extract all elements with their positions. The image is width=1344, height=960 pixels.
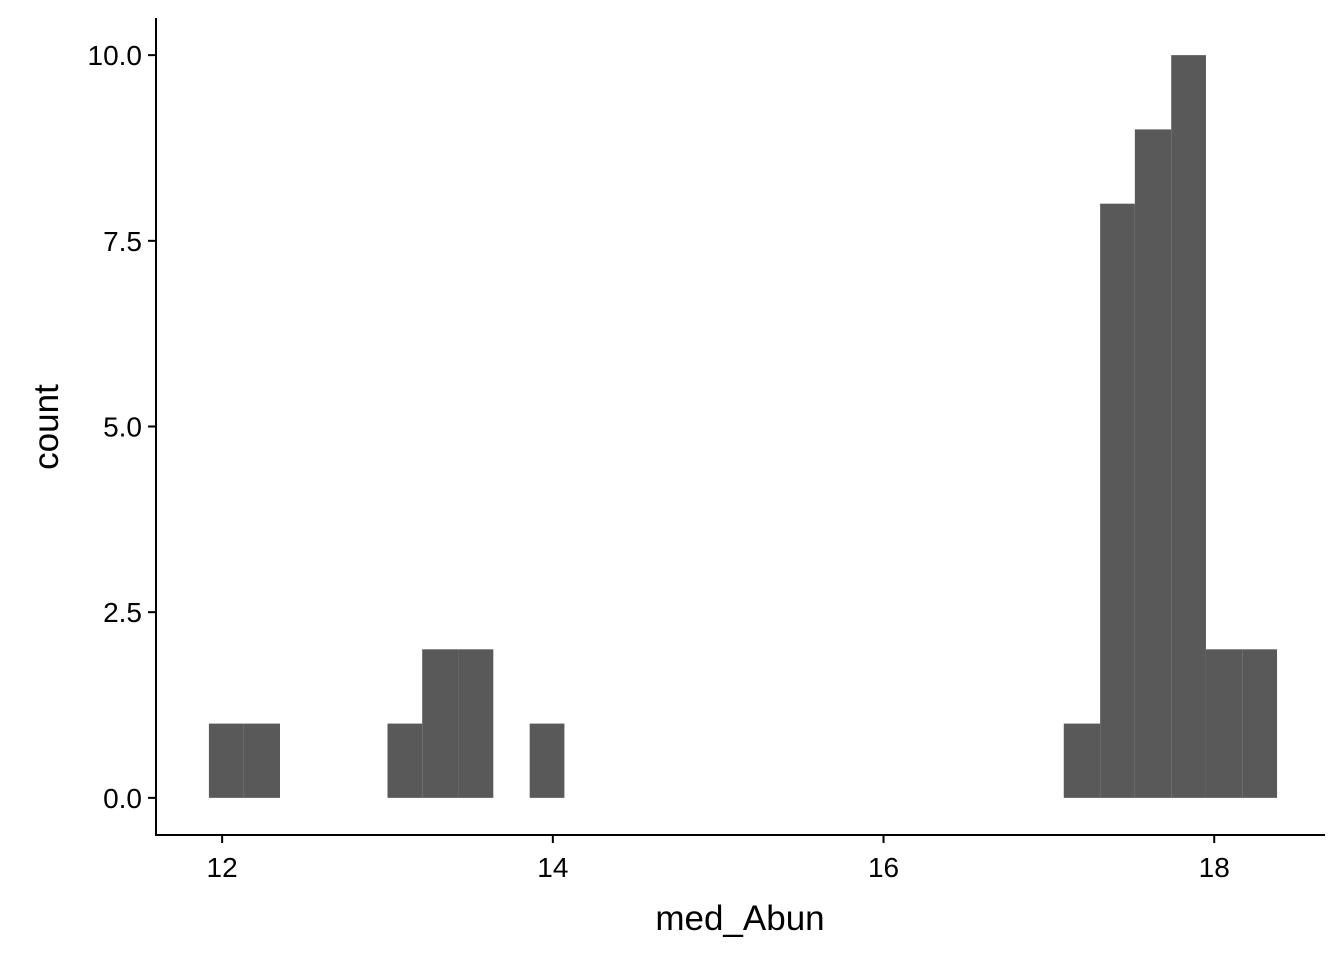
x-tick-label: 12 (207, 852, 238, 883)
x-axis-ticks: 12 14 16 18 (207, 835, 1230, 883)
histogram-bars (208, 55, 1278, 798)
x-axis-title: med_Abun (655, 899, 824, 938)
y-tick-label: 7.5 (103, 226, 142, 257)
y-axis-title: count (27, 384, 66, 470)
y-tick-label: 10.0 (88, 40, 143, 71)
y-tick-label: 0.0 (103, 783, 142, 814)
histogram-bar (1242, 649, 1278, 798)
histogram-bar (243, 723, 281, 798)
histogram-bar (387, 723, 423, 798)
x-tick-label: 18 (1199, 852, 1230, 883)
x-tick-label: 16 (868, 852, 899, 883)
y-tick-label: 5.0 (103, 412, 142, 443)
histogram-bar (1063, 723, 1101, 798)
histogram-bar (1134, 129, 1172, 798)
histogram-bar (529, 723, 565, 798)
histogram-bar (1205, 649, 1243, 798)
y-tick-label: 2.5 (103, 597, 142, 628)
histogram-bar (208, 723, 244, 798)
x-tick-label: 14 (537, 852, 568, 883)
histogram-bar (1100, 203, 1135, 798)
histogram-bar (422, 649, 459, 798)
histogram-bar (1171, 55, 1206, 798)
histogram-bar (458, 649, 494, 798)
y-axis-ticks: 0.0 2.5 5.0 7.5 10.0 (88, 40, 156, 814)
